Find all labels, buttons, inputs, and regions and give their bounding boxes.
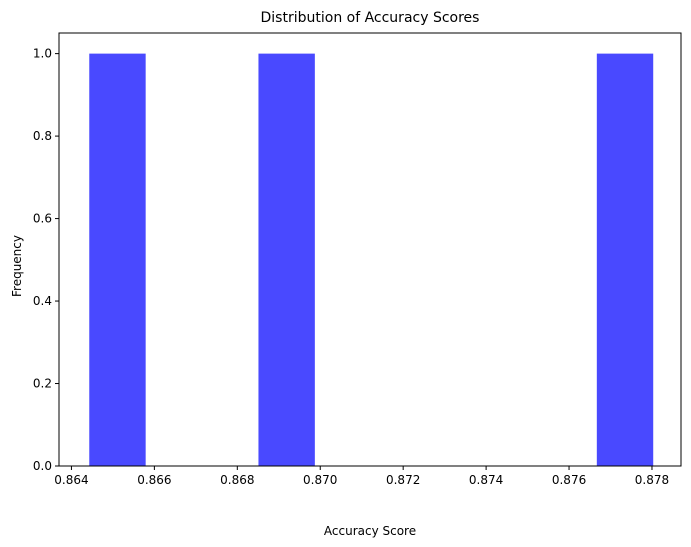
x-tick-label: 0.864 xyxy=(54,473,88,487)
x-tick-label: 0.874 xyxy=(469,473,503,487)
y-tick-label: 0.4 xyxy=(33,294,52,308)
y-tick-label: 0.6 xyxy=(33,212,52,226)
histogram-bar-9 xyxy=(596,53,654,466)
x-tick-label: 0.876 xyxy=(552,473,586,487)
x-tick-label: 0.878 xyxy=(635,473,669,487)
x-tick-label: 0.872 xyxy=(386,473,420,487)
x-axis-label: Accuracy Score xyxy=(324,524,416,538)
bars-group xyxy=(89,53,654,466)
x-tick-label: 0.866 xyxy=(137,473,171,487)
histogram-bar-0 xyxy=(89,53,146,466)
x-axis-ticks: 0.864 0.866 0.868 0.870 0.872 0.874 0.876 0.878 xyxy=(54,466,669,487)
y-tick-label: 0.8 xyxy=(33,129,52,143)
chart-title: Distribution of Accuracy Scores xyxy=(261,10,480,26)
histogram-bar-3 xyxy=(258,53,315,466)
y-tick-label: 0.2 xyxy=(33,377,52,391)
y-axis-ticks: 0.0 0.2 0.4 0.6 0.8 1.0 xyxy=(33,47,59,473)
y-tick-label: 0.0 xyxy=(33,459,52,473)
plot-frame xyxy=(58,32,682,467)
x-tick-label: 0.868 xyxy=(220,473,254,487)
x-tick-label: 0.870 xyxy=(303,473,337,487)
y-tick-label: 1.0 xyxy=(33,47,52,61)
y-axis-label: Frequency xyxy=(10,235,24,297)
